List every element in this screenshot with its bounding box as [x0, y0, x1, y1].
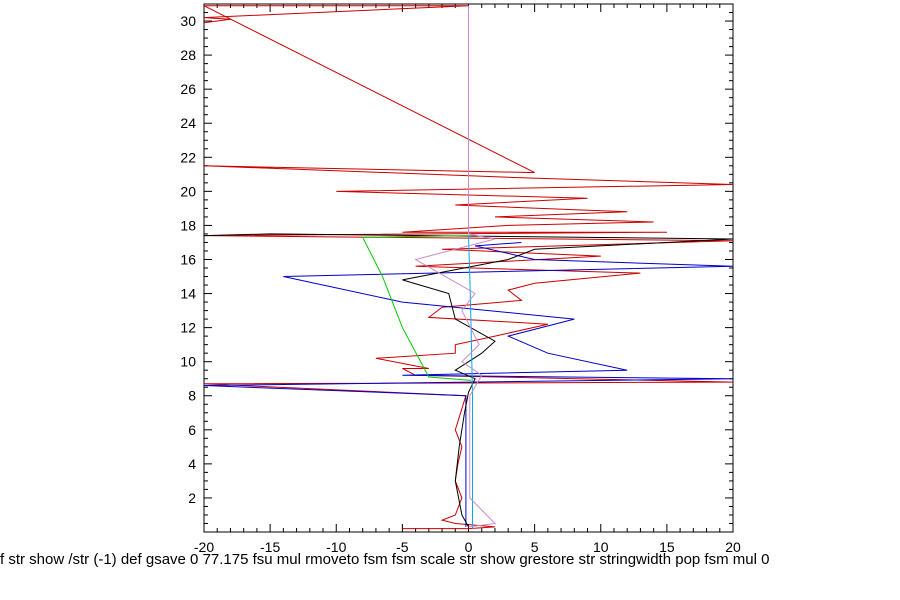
y-tick-label: 8	[188, 388, 196, 404]
y-tick-label: 30	[180, 13, 196, 29]
series-line-2	[204, 242, 733, 527]
series-line-5	[468, 235, 473, 529]
y-tick-label: 10	[180, 354, 196, 370]
y-tick-label: 20	[180, 183, 196, 199]
series-line-6	[414, 5, 497, 528]
y-tick-label: 2	[188, 490, 196, 506]
stray-postscript-text: f str show /str (-1) def gsave 0 77.175 …	[0, 551, 770, 568]
y-tick-label: 24	[180, 115, 196, 131]
y-tick-label: 14	[180, 286, 196, 302]
x-tick-label: -15	[260, 539, 280, 555]
series-line-3	[204, 233, 733, 528]
y-tick-label: 28	[180, 47, 196, 63]
series-layer	[204, 5, 733, 530]
x-tick-label: 0	[465, 539, 473, 555]
x-tick-label: -5	[396, 539, 409, 555]
series-line-1	[204, 5, 733, 530]
y-tick-label: 6	[188, 422, 196, 438]
y-tick-label: 18	[180, 217, 196, 233]
y-tick-label: 16	[180, 251, 196, 267]
y-tick-label: 22	[180, 149, 196, 165]
x-tick-label: 5	[531, 539, 539, 555]
x-tick-label: 20	[725, 539, 741, 555]
y-tick-label: 26	[180, 81, 196, 97]
x-tick-label: -10	[326, 539, 346, 555]
series-line-4	[361, 235, 472, 381]
y-tick-label: 4	[188, 456, 196, 472]
x-tick-label: 10	[593, 539, 609, 555]
x-tick-label: -20	[194, 539, 214, 555]
y-tick-label: 12	[180, 320, 196, 336]
x-tick-label: 15	[659, 539, 675, 555]
x-tick-labels: -20 -15 -10 -5 0 5 10 15 20	[194, 539, 741, 555]
